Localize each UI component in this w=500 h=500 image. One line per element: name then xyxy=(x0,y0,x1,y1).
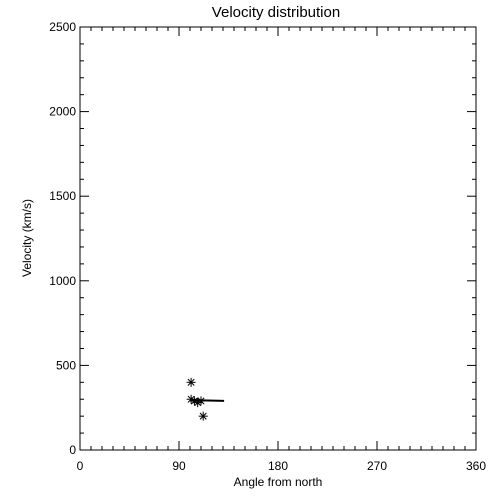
x-tick-label: 360 xyxy=(466,459,486,473)
chart-title: Velocity distribution xyxy=(212,4,340,21)
y-tick-label: 2000 xyxy=(49,105,76,119)
series-line xyxy=(191,399,225,402)
y-tick-label: 2500 xyxy=(49,20,76,34)
y-tick-label: 0 xyxy=(69,443,76,457)
plot-frame xyxy=(79,26,477,451)
data-point xyxy=(186,377,196,387)
x-tick-label: 0 xyxy=(77,459,84,473)
y-tick-label: 500 xyxy=(56,358,76,372)
x-tick-label: 180 xyxy=(268,459,288,473)
tick-labels: 0 90 180 270 360 0 500 1000 1500 2000 2500 xyxy=(49,20,486,473)
data-point xyxy=(196,396,206,406)
y-axis-label: Velocity (km/s) xyxy=(20,199,34,277)
axis-ticks xyxy=(79,26,477,451)
x-axis-label: Angle from north xyxy=(234,475,323,489)
y-tick-label: 1500 xyxy=(49,189,76,203)
data-marks xyxy=(186,377,225,421)
y-tick-label: 1000 xyxy=(49,274,76,288)
x-tick-label: 270 xyxy=(367,459,387,473)
data-point xyxy=(198,411,208,421)
x-tick-label: 90 xyxy=(172,459,186,473)
